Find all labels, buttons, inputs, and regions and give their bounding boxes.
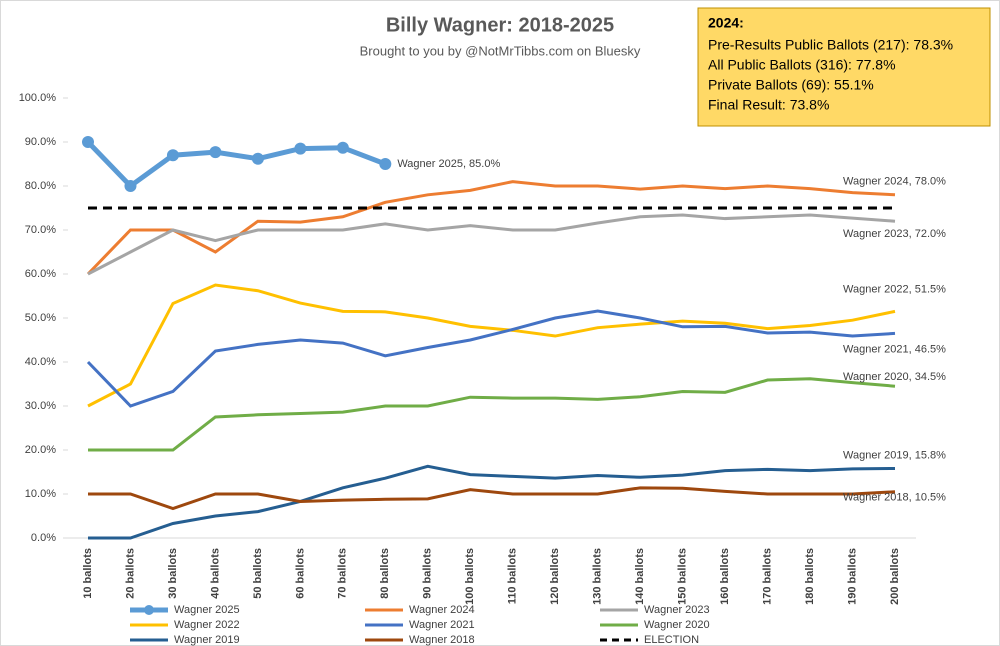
x-tick-label: 200 ballots: [889, 548, 901, 605]
end-label: Wagner 2024, 78.0%: [843, 176, 946, 188]
legend-label: ELECTION: [644, 634, 699, 646]
x-tick-label: 120 ballots: [549, 548, 561, 605]
y-tick-label: 60.0%: [25, 268, 56, 280]
series-line: [86, 180, 896, 276]
info-box: [697, 7, 991, 127]
y-tick-label: 40.0%: [25, 356, 56, 368]
x-tick-label: 130 ballots: [592, 548, 604, 605]
x-tick-label: 100 ballots: [464, 548, 476, 605]
x-tick-label: 40 ballots: [209, 548, 221, 599]
x-tick-label: 70 ballots: [337, 548, 349, 599]
legend-marker: [144, 605, 154, 615]
point: [379, 158, 392, 170]
end-label: Wagner 2019, 15.8%: [843, 449, 946, 461]
legend-label: Wagner 2023: [644, 604, 710, 616]
y-tick-label: 0.0%: [31, 532, 56, 544]
x-tick-label: 180 ballots: [804, 548, 816, 605]
legend-label: Wagner 2020: [644, 619, 710, 631]
x-tick-label: 110 ballots: [507, 548, 519, 604]
x-tick-label: 190 ballots: [846, 548, 858, 605]
series-line: [86, 140, 387, 190]
series-line: [87, 283, 896, 408]
x-tick-label: 160 ballots: [719, 548, 731, 605]
chart-subtitle: Brought to you by @NotMrTibbs.com on Blu…: [360, 43, 641, 58]
x-tick-label: 60 ballots: [294, 548, 306, 599]
end-label: Wagner 2021, 46.5%: [843, 343, 946, 355]
y-tick-label: 50.0%: [25, 312, 56, 324]
point: [336, 141, 349, 154]
legend-label: Wagner 2018: [409, 634, 475, 646]
y-tick-label: 20.0%: [25, 444, 56, 456]
legend-label: Wagner 2021: [409, 619, 475, 631]
x-tick-label: 80 ballots: [379, 548, 391, 599]
y-tick-label: 10.0%: [25, 488, 56, 500]
series-line: [88, 486, 896, 511]
info-line: Pre-Results Public Ballots (217): 78.3%: [708, 37, 953, 53]
y-tick-label: 30.0%: [25, 400, 56, 412]
end-label: Wagner 2023, 72.0%: [843, 228, 946, 240]
legend-label: Wagner 2019: [174, 634, 240, 646]
y-tick-label: 80.0%: [25, 180, 56, 192]
series-line: [88, 464, 896, 540]
end-label: Wagner 2020, 34.5%: [843, 371, 946, 383]
y-tick-label: 100.0%: [19, 92, 57, 104]
point: [82, 136, 94, 148]
x-tick-label: 140 ballots: [634, 548, 646, 605]
x-tick-label: 10 ballots: [82, 548, 94, 599]
point: [209, 146, 222, 159]
series-line: [88, 377, 896, 452]
end-label: Wagner 2022, 51.5%: [843, 283, 946, 295]
info-line: Final Result: 73.8%: [708, 97, 829, 113]
y-tick-label: 90.0%: [25, 136, 56, 148]
point: [294, 142, 307, 155]
point: [124, 180, 137, 192]
x-tick-label: 90 ballots: [422, 548, 434, 599]
info-line: All Public Ballots (316): 77.8%: [708, 57, 896, 73]
y-tick-label: 70.0%: [25, 224, 56, 236]
series-line: [87, 213, 896, 276]
end-label: Wagner 2018, 10.5%: [843, 492, 946, 504]
series-line: [86, 309, 896, 408]
legend-label: Wagner 2025: [174, 604, 240, 616]
legend-label: Wagner 2024: [409, 604, 475, 616]
info-line: Private Ballots (69): 55.1%: [708, 77, 874, 93]
end-label: Wagner 2025, 85.0%: [397, 158, 500, 170]
info-title: 2024:: [708, 15, 744, 31]
point: [251, 152, 264, 165]
point: [166, 149, 179, 162]
x-tick-label: 150 ballots: [677, 548, 689, 605]
x-tick-label: 30 ballots: [167, 548, 179, 599]
x-tick-label: 20 ballots: [124, 548, 136, 599]
x-tick-label: 170 ballots: [761, 548, 773, 605]
chart-title: Billy Wagner: 2018-2025: [386, 14, 614, 36]
x-tick-label: 50 ballots: [252, 548, 264, 599]
legend-label: Wagner 2022: [174, 619, 240, 631]
